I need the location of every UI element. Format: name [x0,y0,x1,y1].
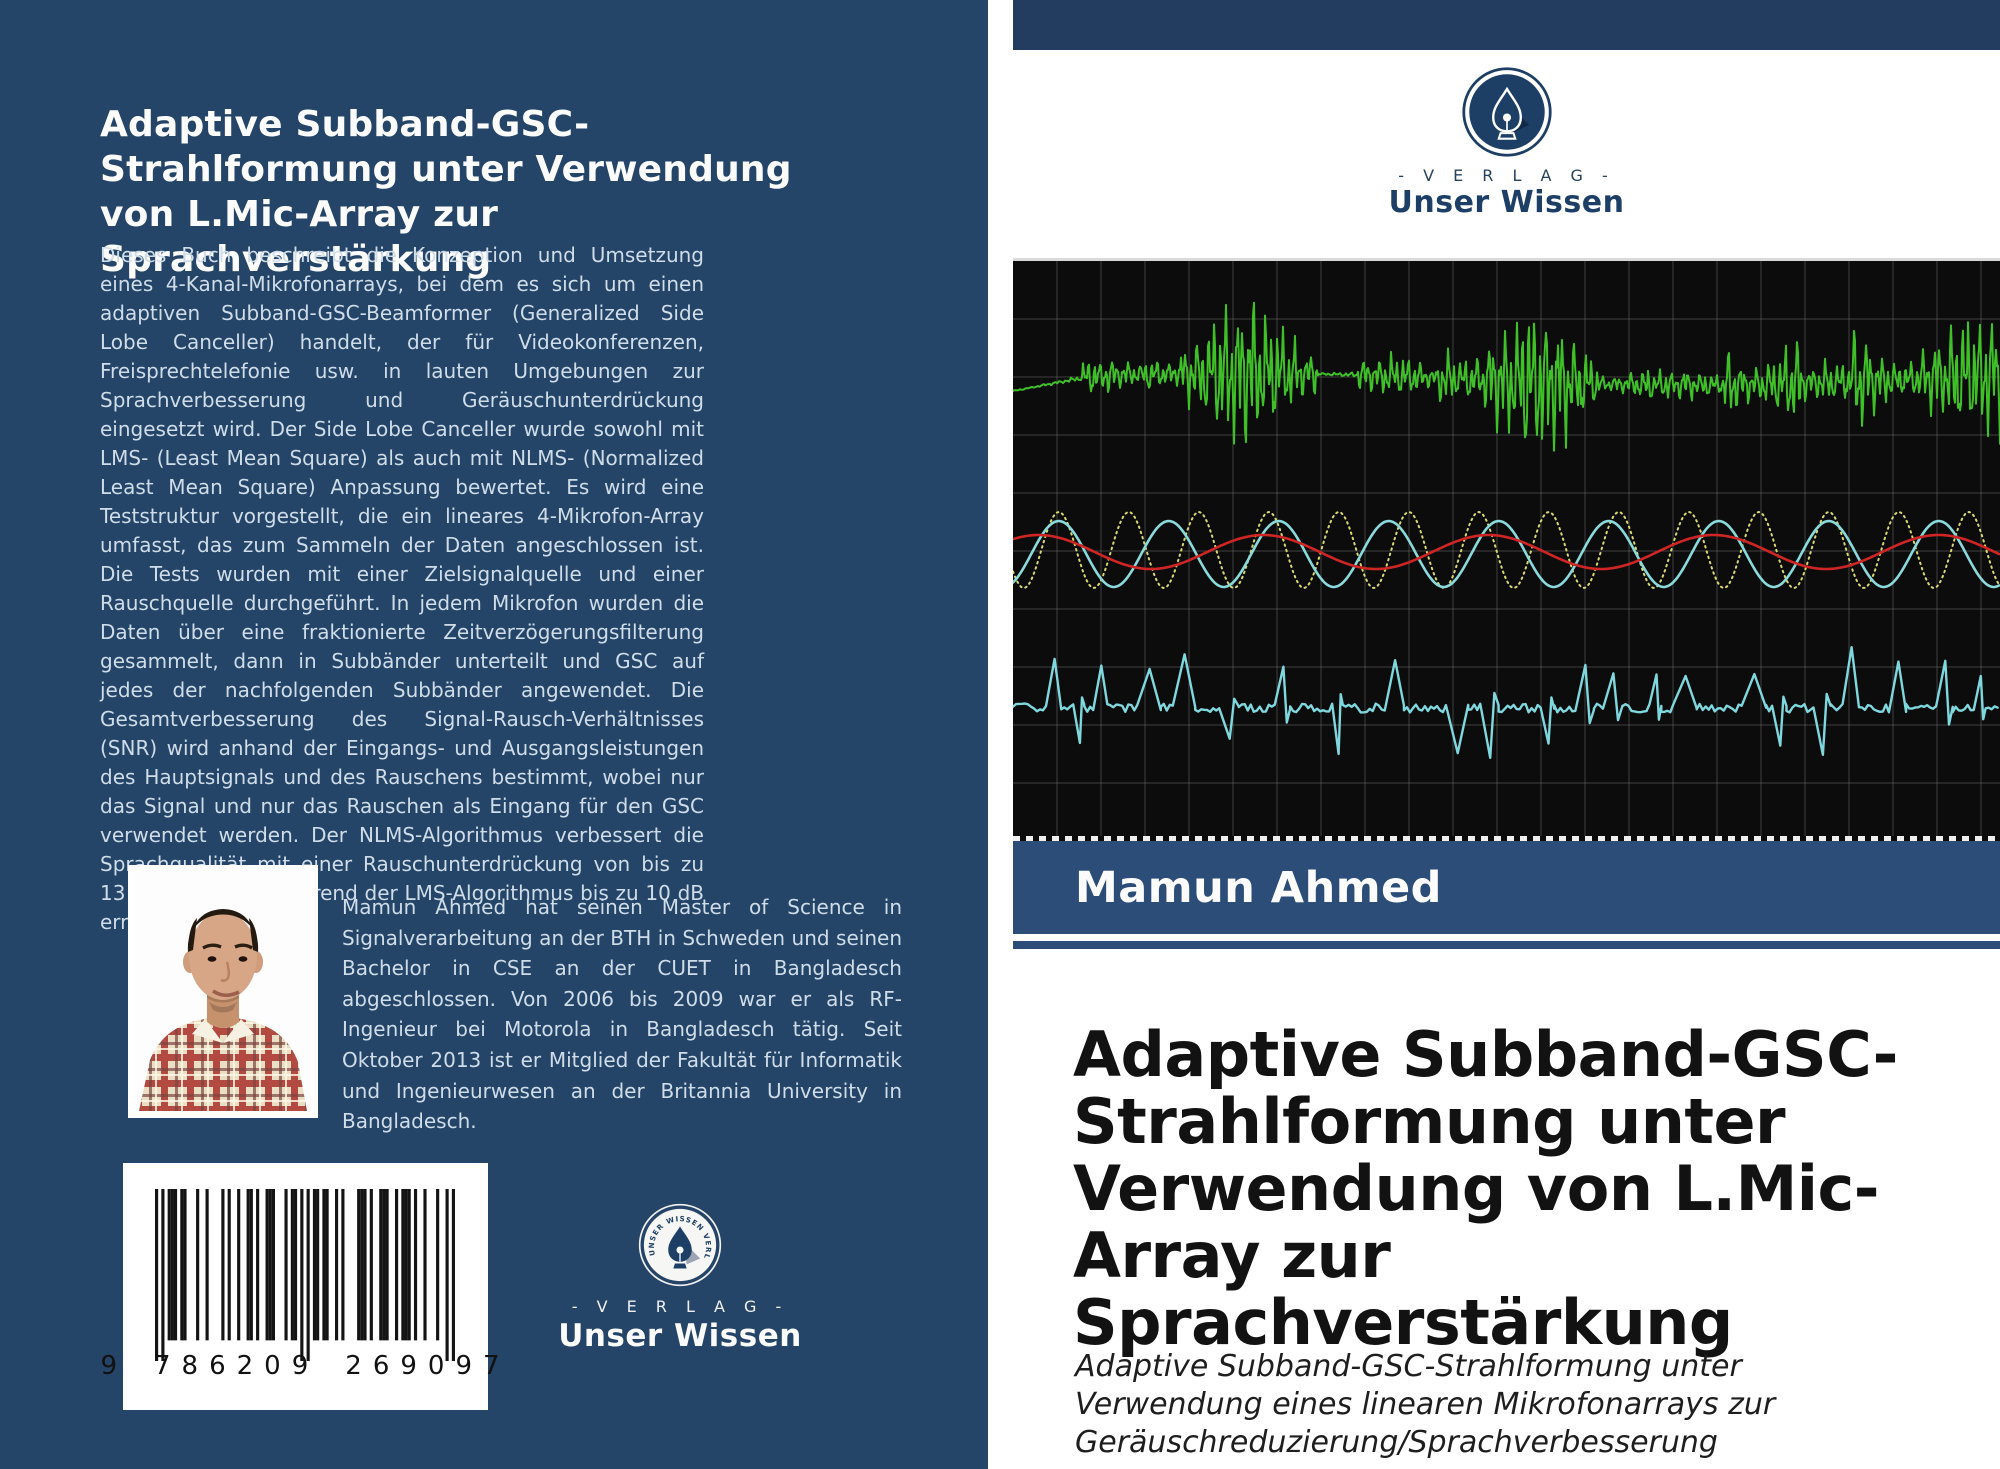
publisher-verlag-line: - V E R L A G - [1398,166,1615,185]
front-cover-subtitle: Adaptive Subband-GSC-Strahlformung unter… [1075,1349,1776,1460]
barcode-digits: 9 786209 269097 [100,1351,499,1381]
back-cover-description: Dieses Buch beschreibt die Konzeption un… [100,243,704,934]
author-portrait-illustration [135,872,311,1111]
barcode-digit-group: 786209 [154,1351,320,1381]
waveform-plot-canvas [1013,261,2000,841]
author-photo [128,865,318,1118]
publisher-name: Unser Wissen [1388,185,1625,220]
waveform-plot [1013,258,2000,841]
barcode-digit-group: 9 [100,1351,129,1381]
back-cover-title: Adaptive Subband-GSC- Strahlformung unte… [100,104,792,281]
publisher-emblem-icon [1461,67,1552,157]
plot-axis-ticks [1013,836,2000,841]
author-bio: Mamun Ahmed hat seinen Master of Science… [342,895,902,1134]
spine-gap [988,0,1013,1469]
publisher-logo-front: - V E R L A G - Unser Wissen [1013,66,2000,220]
publisher-verlag-line: - V E R L A G - [571,1297,789,1316]
top-bar [1013,0,2000,50]
back-cover: Adaptive Subband-GSC- Strahlformung unte… [0,0,988,1469]
divider-rule [1013,941,2000,949]
barcode-bars [155,1189,455,1361]
author-name: Mamun Ahmed [1075,862,1442,913]
barcode: 9 786209 269097 [100,1163,500,1410]
barcode-digit-group: 269097 [345,1351,511,1381]
author-name-band: Mamun Ahmed [1013,841,2000,934]
front-cover: - V E R L A G - Unser Wissen Mamun Ahmed… [1013,0,2000,1469]
front-cover-title: Adaptive Subband-GSC- Strahlformung unte… [1073,1018,1898,1360]
publisher-name: Unser Wissen [558,1318,802,1354]
